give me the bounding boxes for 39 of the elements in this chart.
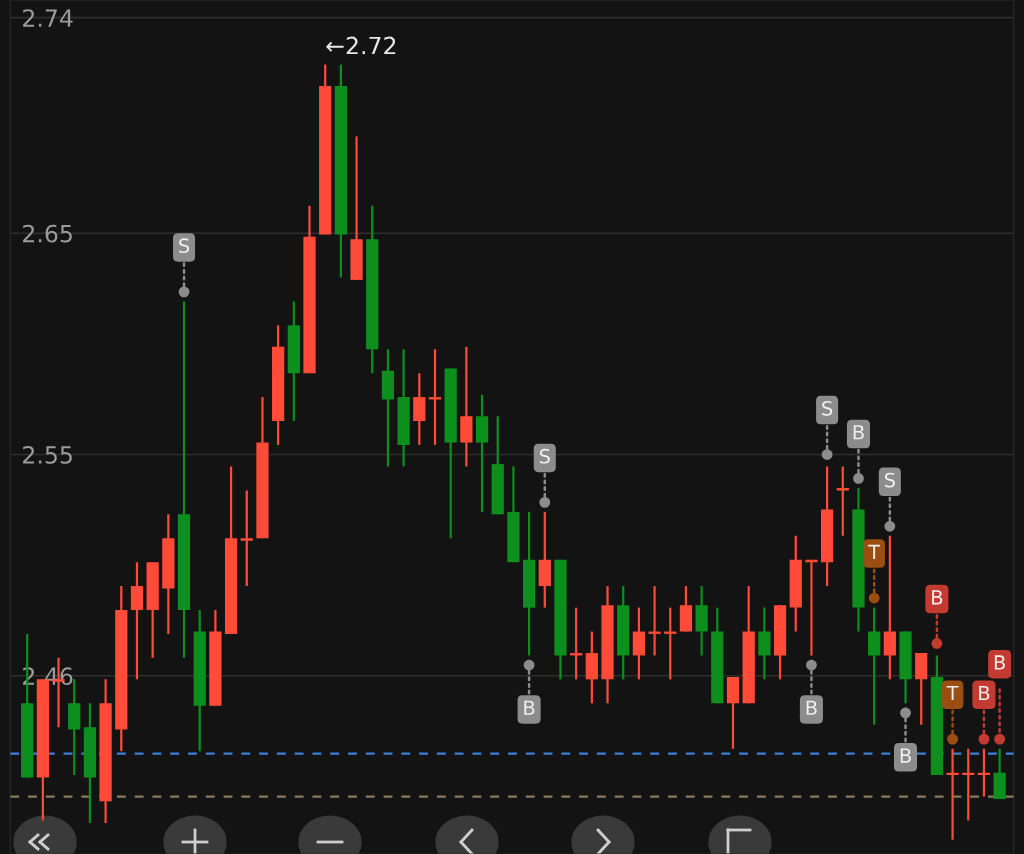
- point: [868, 592, 880, 604]
- point: [821, 449, 833, 460]
- data-label: B: [853, 425, 864, 440]
- point: [523, 659, 535, 671]
- data-label: B: [524, 700, 535, 715]
- candlestick: [805, 558, 818, 657]
- data-label: B: [806, 700, 817, 715]
- point: [178, 286, 190, 298]
- data-label: T: [868, 544, 881, 559]
- point: [853, 473, 864, 484]
- annotation: ←2.72: [326, 36, 396, 55]
- candlestick: [413, 372, 426, 447]
- point: [931, 638, 943, 649]
- data-label: T: [946, 685, 959, 701]
- y-tick-label: 2.65: [23, 224, 72, 243]
- point: [978, 733, 990, 745]
- candlestick: [240, 489, 253, 588]
- y-tick-label: 2.55: [23, 445, 72, 464]
- data-label: B: [932, 590, 943, 605]
- data-label: S: [179, 238, 190, 254]
- point: [900, 707, 911, 719]
- candlestick: [868, 606, 881, 726]
- candlestick: [632, 606, 646, 681]
- candlestick: [758, 606, 771, 681]
- candlestick: [946, 747, 959, 841]
- candlestick: [883, 534, 896, 681]
- y-tick-label: 2.74: [23, 9, 73, 27]
- data-label: B: [900, 748, 911, 763]
- data-label: B: [994, 655, 1005, 670]
- point: [947, 733, 958, 745]
- data-label: S: [822, 401, 833, 416]
- point: [539, 496, 551, 508]
- candlestick: [130, 561, 144, 681]
- candlestick: [648, 584, 661, 657]
- data-label: S: [884, 472, 895, 488]
- data-label: B: [979, 685, 990, 701]
- point: [884, 520, 896, 532]
- point: [806, 659, 817, 671]
- data-label: S: [539, 448, 550, 464]
